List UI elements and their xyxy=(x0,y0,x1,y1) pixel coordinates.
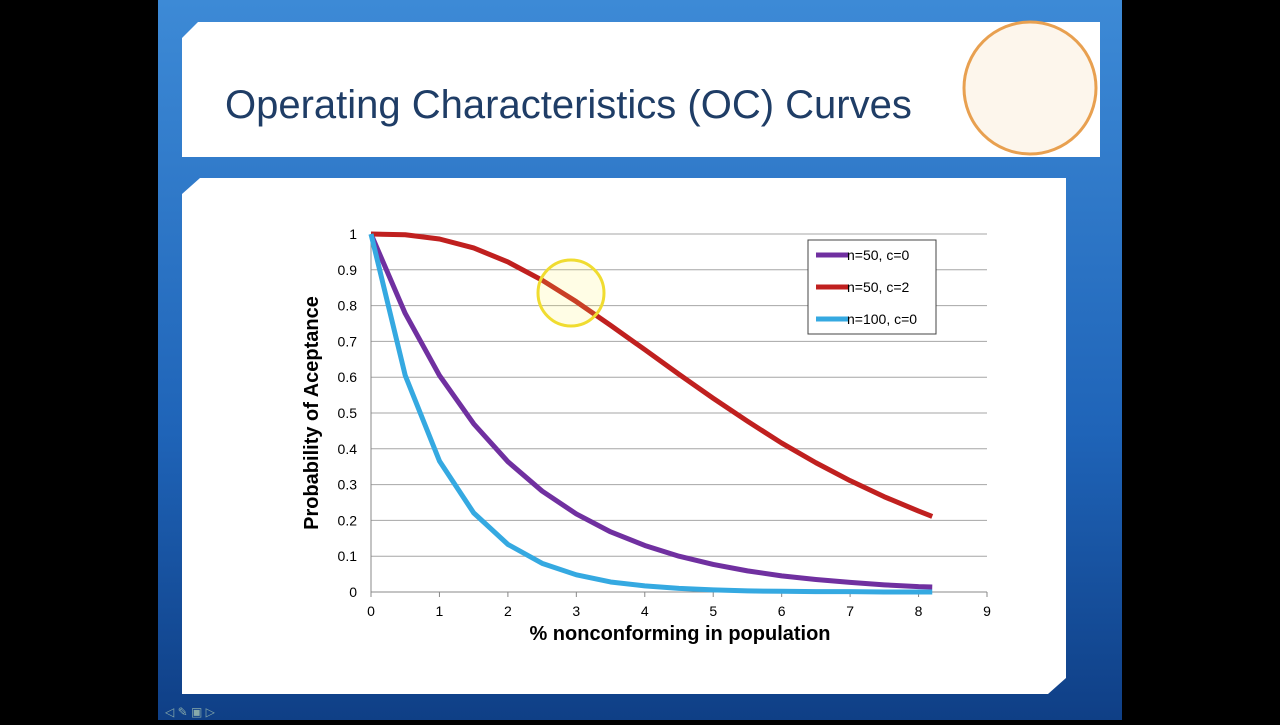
chart: % nonconforming in population Probabilit… xyxy=(301,226,991,645)
slide-title: Operating Characteristics (OC) Curves xyxy=(225,83,912,127)
cursor-highlight xyxy=(536,258,606,328)
x-tick-label: 3 xyxy=(572,603,580,619)
y-tick-label: 0.2 xyxy=(338,512,358,528)
y-tick-label: 0.5 xyxy=(338,405,358,421)
series-line xyxy=(368,233,933,590)
x-tick-label: 5 xyxy=(709,603,717,619)
legend-label: n=50, c=0 xyxy=(847,247,909,263)
y-tick-label: 0.9 xyxy=(338,262,358,278)
x-tick-label: 2 xyxy=(504,603,512,619)
logo xyxy=(962,20,1098,156)
x-tick-label: 0 xyxy=(367,603,375,619)
x-tick-label: 4 xyxy=(641,603,649,619)
y-tick-label: 0.6 xyxy=(338,369,358,385)
slide-controls[interactable]: ◁ ✎ ▣ ▷ xyxy=(165,705,216,719)
legend-label: n=100, c=0 xyxy=(847,311,917,327)
y-tick-label: 0 xyxy=(349,584,357,600)
y-tick-label: 0.4 xyxy=(338,441,358,457)
y-tick-label: 1 xyxy=(349,226,357,242)
y-tick-label: 0.8 xyxy=(338,298,358,314)
y-tick-label: 0.7 xyxy=(338,333,358,349)
x-tick-label: 6 xyxy=(778,603,786,619)
x-axis-label: % nonconforming in population xyxy=(529,623,830,645)
y-tick-label: 0.3 xyxy=(338,477,358,493)
series-line xyxy=(370,231,934,519)
title-box xyxy=(182,22,1100,157)
y-tick-label: 0.1 xyxy=(338,548,358,564)
series-line xyxy=(368,233,933,595)
y-axis-label: Probability of Aceptance xyxy=(301,296,323,530)
x-tick-label: 1 xyxy=(436,603,444,619)
x-tick-label: 8 xyxy=(915,603,923,619)
x-tick-label: 9 xyxy=(983,603,991,619)
x-tick-label: 7 xyxy=(846,603,854,619)
legend-label: n=50, c=2 xyxy=(847,279,909,295)
